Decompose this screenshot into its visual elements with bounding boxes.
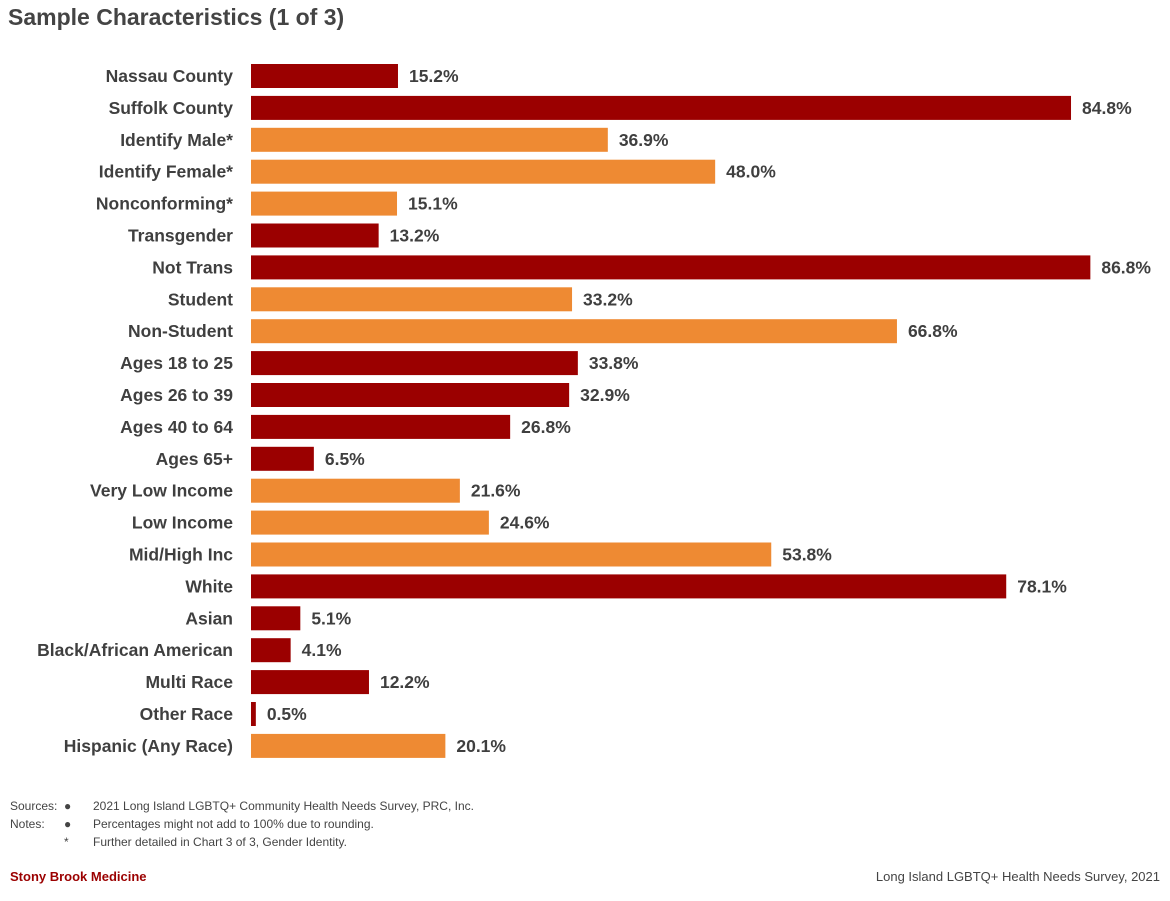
source-text: 2021 Long Island LGBTQ+ Community Health… bbox=[93, 799, 474, 813]
category-label-nassau-county: Nassau County bbox=[106, 66, 234, 86]
value-label-ages-18-to-25: 33.8% bbox=[589, 353, 639, 373]
bar-mid-high-inc bbox=[251, 542, 772, 567]
bar-black-african-american bbox=[251, 638, 291, 663]
category-label-nonconforming: Nonconforming* bbox=[96, 194, 233, 214]
bar-hispanic-any-race bbox=[251, 733, 446, 758]
value-label-ages-65: 6.5% bbox=[325, 449, 365, 469]
category-label-asian: Asian bbox=[185, 608, 233, 628]
bar-asian bbox=[251, 606, 301, 631]
category-label-student: Student bbox=[168, 289, 233, 309]
bar-ages-26-to-39 bbox=[251, 383, 570, 407]
category-label-not-trans: Not Trans bbox=[152, 257, 233, 277]
category-label-mid-high-inc: Mid/High Inc bbox=[129, 545, 233, 565]
value-label-non-student: 66.8% bbox=[908, 321, 958, 341]
category-label-identify-female: Identify Female* bbox=[99, 162, 233, 182]
value-label-student: 33.2% bbox=[583, 289, 633, 309]
notes-label: Notes: bbox=[10, 817, 45, 831]
note-gender: Further detailed in Chart 3 of 3, Gender… bbox=[93, 835, 347, 849]
value-label-identify-female: 48.0% bbox=[726, 162, 776, 182]
category-label-ages-18-to-25: Ages 18 to 25 bbox=[120, 353, 233, 373]
value-label-low-income: 24.6% bbox=[500, 513, 550, 533]
value-label-white: 78.1% bbox=[1017, 576, 1067, 596]
sources-label: Sources: bbox=[10, 799, 58, 813]
category-label-ages-65: Ages 65+ bbox=[156, 449, 233, 469]
value-label-asian: 5.1% bbox=[311, 608, 351, 628]
bar-nassau-county bbox=[251, 64, 398, 88]
category-label-suffolk-county: Suffolk County bbox=[109, 98, 234, 118]
category-label-white: White bbox=[185, 576, 233, 596]
bar-non-student bbox=[251, 319, 897, 344]
brand-logo-text: Stony Brook Medicine bbox=[10, 869, 147, 884]
value-label-suffolk-county: 84.8% bbox=[1082, 98, 1132, 118]
category-label-ages-40-to-64: Ages 40 to 64 bbox=[120, 417, 233, 437]
category-label-very-low-income: Very Low Income bbox=[90, 481, 233, 501]
value-label-other-race: 0.5% bbox=[267, 704, 307, 724]
note-rounding: Percentages might not add to 100% due to… bbox=[93, 817, 374, 831]
bullet-icon: ● bbox=[64, 817, 72, 831]
bar-transgender bbox=[251, 223, 379, 248]
category-label-hispanic-any-race: Hispanic (Any Race) bbox=[64, 736, 233, 756]
value-label-multi-race: 12.2% bbox=[380, 672, 430, 692]
bar-multi-race bbox=[251, 670, 369, 695]
value-label-black-african-american: 4.1% bbox=[302, 640, 342, 660]
survey-credit: Long Island LGBTQ+ Health Needs Survey, … bbox=[875, 869, 1160, 884]
category-label-ages-26-to-39: Ages 26 to 39 bbox=[120, 385, 233, 405]
asterisk-marker: * bbox=[64, 835, 69, 849]
category-label-transgender: Transgender bbox=[128, 226, 233, 246]
category-label-other-race: Other Race bbox=[140, 704, 234, 724]
value-label-ages-40-to-64: 26.8% bbox=[521, 417, 571, 437]
value-label-hispanic-any-race: 20.1% bbox=[456, 736, 506, 756]
category-label-low-income: Low Income bbox=[132, 513, 233, 533]
value-label-nassau-county: 15.2% bbox=[409, 66, 459, 86]
value-label-mid-high-inc: 53.8% bbox=[782, 545, 832, 565]
bar-chart: Nassau County 15.2% Suffolk County 84.8% Ide… bbox=[37, 64, 1151, 758]
bar-nonconforming bbox=[251, 191, 398, 216]
bar-other-race bbox=[251, 702, 256, 726]
category-label-black-african-american: Black/African American bbox=[37, 640, 233, 660]
bullet-icon: ● bbox=[64, 799, 72, 813]
value-label-nonconforming: 15.1% bbox=[408, 194, 458, 214]
value-label-not-trans: 86.8% bbox=[1101, 257, 1151, 277]
bar-ages-40-to-64 bbox=[251, 414, 511, 439]
bar-identify-male bbox=[251, 127, 608, 152]
bar-white bbox=[251, 574, 1007, 599]
chart-title: Sample Characteristics (1 of 3) bbox=[8, 4, 345, 30]
category-label-non-student: Non-Student bbox=[128, 321, 233, 341]
category-label-identify-male: Identify Male* bbox=[120, 130, 233, 150]
bar-student bbox=[251, 287, 573, 312]
bar-very-low-income bbox=[251, 478, 460, 503]
bar-ages-18-to-25 bbox=[251, 351, 578, 376]
bar-identify-female bbox=[251, 159, 716, 184]
bar-low-income bbox=[251, 510, 489, 535]
bar-not-trans bbox=[251, 255, 1091, 280]
bar-ages-65 bbox=[251, 446, 314, 471]
value-label-ages-26-to-39: 32.9% bbox=[580, 385, 630, 405]
value-label-transgender: 13.2% bbox=[390, 226, 440, 246]
value-label-very-low-income: 21.6% bbox=[471, 481, 521, 501]
category-label-multi-race: Multi Race bbox=[145, 672, 233, 692]
value-label-identify-male: 36.9% bbox=[619, 130, 669, 150]
bar-suffolk-county bbox=[251, 95, 1072, 120]
